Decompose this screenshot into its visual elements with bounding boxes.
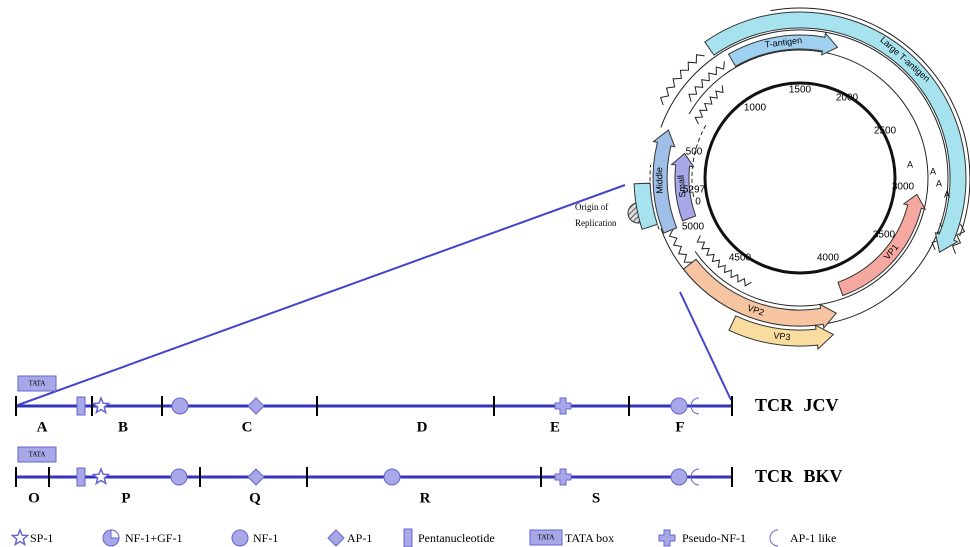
gene-label: VP3 (773, 330, 791, 342)
legend-item: NF-1 (232, 530, 278, 546)
nf1-symbol (671, 398, 687, 414)
ap1-symbol (248, 469, 264, 485)
position-label: 5297 (683, 185, 706, 196)
position-label: 3500 (873, 230, 896, 241)
segment-label: A (37, 419, 48, 435)
segment-label: B (118, 419, 128, 435)
segment-label: S (592, 490, 600, 506)
sp1-symbol (12, 530, 27, 545)
position-label: 4000 (817, 253, 840, 264)
position-label: 2000 (836, 93, 859, 104)
segment-label: Q (249, 490, 261, 506)
segment-label: O (28, 490, 40, 506)
sp1-symbol (93, 469, 108, 484)
legend-label: TATA box (565, 531, 614, 545)
polya-label: A (944, 189, 950, 199)
track-name: TCR JCV (755, 395, 839, 415)
position-label: 2500 (874, 126, 897, 137)
legend-label: SP-1 (30, 531, 53, 545)
position-label: 1500 (789, 85, 812, 96)
pseudo-nf1-symbol (555, 398, 571, 414)
position-label: 1000 (744, 103, 767, 114)
diagram: Large T-antigenT-antigenMiddleSmallVP1VP… (0, 0, 970, 547)
position-label: 3000 (892, 182, 915, 193)
pseudo-nf1-symbol (555, 469, 571, 485)
pentanucleotide-symbol (77, 397, 85, 415)
segment-label: R (420, 490, 431, 506)
polya-label: A (930, 166, 936, 176)
ap1-like-symbol (770, 530, 778, 546)
pentanucleotide-symbol (77, 468, 85, 486)
legend-label: Pentanucleotide (418, 531, 495, 545)
tata-label: TATA (29, 451, 46, 459)
ap1-symbol (328, 530, 344, 546)
zigzag (689, 61, 724, 101)
position-label: 0 (695, 197, 701, 208)
legend-item: NF-1+GF-1 (103, 530, 182, 546)
segment-label: E (550, 419, 560, 435)
gene-arrow (838, 194, 925, 295)
zigzag (661, 55, 705, 105)
position-label: 4500 (729, 253, 752, 264)
tata-label: TATA (29, 380, 46, 388)
legend-item: AP-1 like (770, 530, 836, 546)
position-label: 500 (686, 147, 703, 158)
origin-label: Origin of (575, 202, 608, 212)
legend-icon-label: TATA (538, 534, 555, 542)
sp1-symbol (93, 398, 108, 413)
genome-circle (705, 83, 895, 273)
origin-label: Replication (575, 218, 617, 228)
legend-label: AP-1 (347, 531, 372, 545)
legend-item: SP-1 (12, 530, 53, 545)
tcr-track: TATA A B C D E F TCR JCV (16, 376, 839, 435)
track-name: TCR BKV (755, 466, 843, 486)
position-label: 5000 (682, 222, 705, 233)
nf1-gf1-notch (111, 530, 119, 538)
segment-label: F (675, 419, 684, 435)
legend-label: Pseudo-NF-1 (682, 531, 746, 545)
zoom-line (18, 185, 625, 405)
nf1-symbol (671, 469, 687, 485)
legend-item: Pseudo-NF-1 (659, 530, 746, 546)
zigzag (695, 85, 723, 124)
segment-label: P (121, 490, 130, 506)
nf1-symbol (172, 398, 188, 414)
legend-item: Pentanucleotide (404, 529, 495, 547)
gene-label: Large T-antigen (878, 35, 932, 84)
legend-label: NF-1 (253, 531, 278, 545)
nf1-symbol (232, 530, 248, 546)
pentanucleotide-symbol (404, 529, 412, 547)
gene-arrow (683, 259, 836, 328)
legend-item: TATA TATA box (530, 530, 614, 545)
polya-label: A (907, 159, 913, 169)
nf1-symbol (171, 469, 187, 485)
segment-label: C (242, 419, 253, 435)
pseudo-nf1-symbol (659, 530, 675, 546)
gene-label: Middle (654, 167, 664, 194)
zoom-line (680, 292, 731, 400)
tcr-track: TATA O P Q R S TCR BKV (16, 447, 843, 506)
legend-item: AP-1 (328, 530, 372, 546)
ap1-symbol (248, 398, 264, 414)
legend-label: AP-1 like (790, 531, 836, 545)
nf1-symbol (384, 469, 400, 485)
polya-label: A (936, 178, 942, 188)
segment-label: D (417, 419, 428, 435)
legend-label: NF-1+GF-1 (125, 531, 182, 545)
